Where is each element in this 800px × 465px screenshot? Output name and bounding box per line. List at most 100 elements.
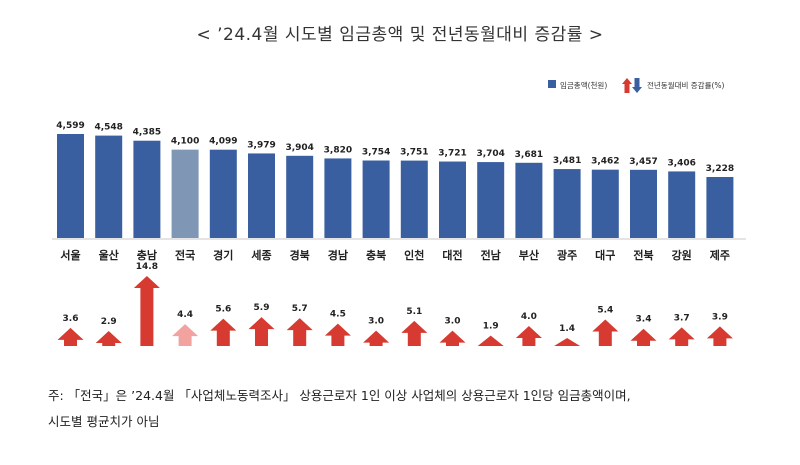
rate-arrow: [133, 276, 160, 346]
wage-bar: [324, 158, 352, 238]
wage-value-label: 4,099: [209, 137, 237, 147]
region-label: 울산: [99, 248, 119, 262]
rate-arrow: [668, 327, 695, 346]
region-label: 인천: [404, 248, 424, 262]
wage-value-label: 3,228: [706, 164, 734, 174]
wage-value-label: 3,406: [667, 158, 695, 168]
rate-arrow: [363, 330, 390, 346]
region-label: 강원: [672, 248, 692, 262]
rate-value-label: 5.6: [215, 305, 231, 315]
wage-bar: [133, 140, 161, 238]
rate-arrow: [439, 330, 466, 346]
rate-value-label: 3.9: [712, 312, 728, 322]
rate-arrow: [57, 327, 84, 346]
region-label: 광주: [557, 249, 577, 262]
rate-arrow: [95, 331, 122, 346]
rate-arrows: 3.6 2.9 14.8 4.4 5.6 5.9 5.7 4.5 3.0 5.1 3.0 1.9 4.0…: [57, 262, 733, 346]
rate-arrow: [172, 324, 199, 346]
legend-wage-label: 임금총액(천원): [560, 80, 607, 90]
wage-bar: [706, 177, 734, 238]
rate-arrow: [554, 338, 581, 346]
rate-value-label: 3.4: [636, 315, 652, 325]
wage-value-label: 3,979: [247, 140, 275, 150]
region-label: 서울: [60, 248, 80, 262]
rate-value-label: 4.0: [521, 312, 537, 322]
region-label: 충남: [137, 248, 157, 262]
wage-bar: [591, 169, 619, 238]
rate-value-label: 3.7: [674, 313, 690, 323]
wage-bar: [171, 149, 199, 238]
region-label: 경남: [328, 248, 348, 262]
wage-value-label: 3,704: [476, 149, 504, 159]
wage-bar: [553, 169, 581, 238]
rate-arrow: [706, 326, 733, 346]
wage-value-label: 3,721: [438, 149, 466, 159]
wage-value-label: 4,385: [133, 128, 161, 138]
wage-value-label: 4,548: [94, 123, 122, 133]
region-label: 제주: [710, 248, 730, 262]
rate-value-label: 2.9: [101, 317, 117, 327]
wage-bar: [286, 155, 314, 238]
region-label: 충북: [366, 248, 386, 262]
legend-wage-swatch: [548, 80, 556, 88]
rate-value-label: 14.8: [136, 262, 158, 272]
wage-bar: [248, 153, 275, 238]
region-label: 세종: [251, 248, 271, 262]
rate-arrow: [286, 318, 313, 346]
footnote-line-2: 시도별 평균치가 아님: [48, 414, 160, 429]
rate-arrow: [324, 323, 351, 346]
rate-value-label: 5.9: [254, 303, 270, 313]
rate-value-label: 1.9: [483, 322, 499, 332]
region-label: 경북: [290, 248, 310, 262]
wage-bar: [209, 149, 237, 238]
rate-arrow: [248, 317, 275, 346]
legend-up-arrow-icon: [622, 78, 632, 93]
rate-arrow: [630, 328, 657, 346]
wage-value-label: 3,904: [285, 143, 313, 153]
legend-down-arrow-icon: [632, 78, 642, 93]
wage-value-label: 3,462: [591, 157, 619, 167]
rate-value-label: 4.4: [177, 310, 193, 320]
wage-value-label: 3,754: [362, 148, 390, 158]
rate-arrow: [592, 319, 619, 346]
rate-arrow: [210, 318, 237, 346]
footnote-line-1: 주: 「전국」은 ’24.4월 「사업체노동력조사」 상용근로자 1인 이상 사…: [48, 388, 631, 403]
wage-value-label: 3,681: [515, 150, 543, 160]
chart-title: < ’24.4월 시도별 임금총액 및 전년동월대비 증감률 >: [196, 25, 604, 45]
rate-value-label: 1.4: [559, 324, 575, 334]
region-label: 전북: [633, 248, 653, 262]
region-label: 대전: [442, 248, 462, 262]
region-label: 부산: [519, 248, 539, 262]
legend: 임금총액(천원) 전년동월대비 증감률(%): [548, 78, 725, 93]
legend-rate-label: 전년동월대비 증감률(%): [647, 80, 725, 90]
wage-value-label: 3,457: [629, 157, 657, 167]
rate-arrow: [401, 320, 428, 346]
rate-value-label: 3.0: [368, 317, 384, 327]
region-label: 대구: [595, 248, 615, 262]
rate-value-label: 5.7: [292, 304, 308, 314]
wage-bar: [630, 169, 657, 238]
region-label: 전남: [481, 248, 501, 262]
rate-value-label: 5.1: [406, 307, 422, 317]
wage-bar: [668, 171, 696, 238]
wage-bar: [477, 162, 505, 238]
wage-bar: [400, 160, 428, 238]
wage-value-label: 3,751: [400, 148, 428, 158]
wage-value-label: 3,481: [553, 156, 581, 166]
wage-bar: [57, 134, 84, 238]
wage-bar: [439, 161, 466, 238]
rate-arrow: [477, 335, 504, 346]
region-label: 전국: [175, 248, 195, 262]
rate-value-label: 3.0: [445, 317, 461, 327]
wage-value-label: 4,100: [171, 137, 199, 147]
rate-value-label: 3.6: [63, 314, 79, 324]
wage-value-label: 3,820: [324, 145, 352, 155]
wage-bar: [95, 135, 123, 238]
rate-value-label: 5.4: [597, 305, 613, 315]
region-label: 경기: [213, 248, 233, 262]
wage-bar: [362, 160, 390, 238]
wage-bars: 4,599 서울 4,548 울산 4,385 충남 4,100 전국 4,099 경기 3,979…: [56, 121, 734, 262]
rate-arrow: [515, 325, 542, 346]
wage-value-label: 4,599: [56, 121, 84, 131]
